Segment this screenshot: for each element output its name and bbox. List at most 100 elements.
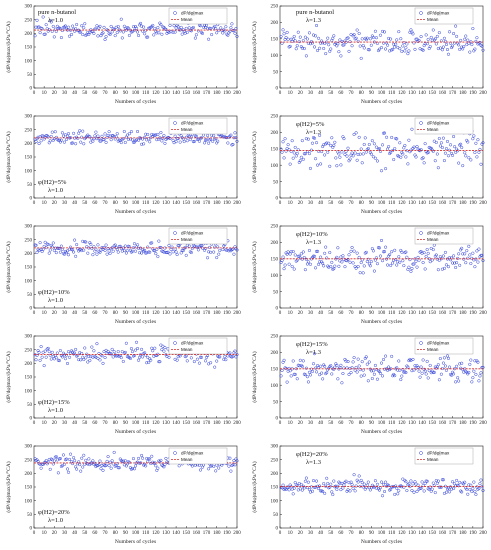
- x-tick-label: 60: [92, 91, 98, 96]
- data-point: [347, 49, 351, 53]
- x-tick-label: 130: [162, 421, 170, 426]
- x-tick-label: 140: [418, 311, 426, 316]
- data-point: [342, 483, 346, 487]
- x-tick-label: 40: [72, 311, 78, 316]
- data-point: [133, 249, 138, 253]
- data-point: [154, 252, 158, 256]
- data-point: [121, 137, 125, 141]
- data-point: [331, 492, 335, 497]
- data-point: [379, 238, 384, 243]
- data-point: [467, 244, 471, 248]
- x-tick-label: 100: [378, 201, 386, 206]
- x-tick-label: 80: [113, 201, 119, 206]
- x-tick-label: 90: [369, 531, 375, 536]
- data-point: [353, 265, 357, 269]
- data-point: [426, 150, 430, 155]
- x-tick-label: 160: [193, 531, 201, 536]
- y-tick-label: 0: [276, 87, 279, 92]
- data-point: [448, 143, 453, 147]
- data-point: [452, 254, 456, 258]
- data-point: [382, 131, 387, 135]
- data-point: [451, 370, 455, 374]
- x-tick-label: 30: [62, 311, 68, 316]
- data-point: [457, 252, 461, 256]
- data-point: [347, 253, 351, 257]
- data-point: [361, 485, 365, 489]
- data-point: [379, 480, 384, 484]
- data-point: [218, 248, 222, 253]
- data-point: [310, 369, 315, 373]
- data-point: [394, 258, 398, 262]
- data-point: [154, 464, 158, 468]
- data-point: [343, 152, 347, 156]
- y-tick-label: 200: [25, 472, 33, 477]
- data-point: [444, 147, 449, 151]
- data-point: [378, 33, 383, 37]
- data-point: [34, 358, 38, 362]
- data-point: [232, 29, 236, 33]
- data-point: [81, 129, 85, 133]
- data-point: [410, 267, 414, 271]
- data-point: [303, 479, 307, 483]
- x-tick-label: 70: [103, 531, 109, 536]
- data-point: [306, 260, 310, 264]
- data-point: [188, 138, 192, 142]
- data-point: [338, 38, 342, 42]
- data-point: [83, 22, 87, 26]
- data-point: [295, 484, 299, 488]
- x-tick-label: 70: [103, 201, 109, 206]
- y-axis-label: (dP/dφ)max/(kPa/°CA): [251, 351, 258, 402]
- data-point: [318, 260, 322, 264]
- legend-box: [168, 227, 228, 245]
- data-point: [386, 43, 390, 47]
- y-tick-label: 50: [273, 70, 279, 75]
- data-point: [395, 486, 399, 490]
- data-point: [187, 26, 191, 30]
- legend-entry-points: dP/dφ|max: [181, 11, 204, 16]
- data-point: [227, 31, 231, 35]
- data-point: [466, 140, 470, 144]
- data-point: [213, 245, 217, 249]
- data-point: [421, 484, 425, 488]
- data-point: [230, 22, 234, 26]
- data-point: [303, 373, 307, 377]
- data-point: [77, 358, 81, 362]
- data-point: [172, 24, 176, 28]
- scatter-chart-1: 0 10 20 30 40 50 60 70 80 90 100 110 120 130 140 150 160…: [5, 5, 241, 105]
- x-tick-label: 150: [429, 311, 437, 316]
- data-point: [445, 487, 450, 491]
- data-point: [56, 246, 60, 250]
- legend-entry-mean: Mean: [427, 457, 439, 462]
- x-tick-label: 30: [62, 201, 68, 206]
- data-point: [460, 145, 464, 150]
- data-point: [157, 360, 161, 364]
- data-point: [83, 346, 87, 350]
- data-point: [477, 247, 481, 251]
- data-point: [460, 361, 464, 365]
- data-point: [399, 155, 403, 159]
- x-tick-label: 170: [449, 531, 457, 536]
- x-tick-label: 80: [113, 531, 119, 536]
- data-point: [37, 248, 41, 252]
- data-point: [378, 371, 383, 375]
- data-point: [156, 254, 160, 259]
- data-point: [314, 249, 319, 253]
- y-tick-label: 50: [273, 513, 279, 518]
- data-point: [474, 39, 478, 43]
- scatter-chart-6: 0 10 20 30 40 50 60 70 80 90 100 110 120 130 140 150 160…: [251, 225, 487, 325]
- data-point: [439, 141, 443, 145]
- data-point: [133, 348, 138, 352]
- data-point: [440, 478, 444, 482]
- data-point: [431, 481, 435, 485]
- data-point: [343, 357, 347, 361]
- x-tick-label: 30: [62, 421, 68, 426]
- x-tick-label: 170: [449, 201, 457, 206]
- data-point: [194, 134, 198, 138]
- data-point: [146, 132, 150, 137]
- data-point: [62, 140, 66, 144]
- data-point: [84, 240, 88, 244]
- data-point: [307, 248, 311, 253]
- data-point: [404, 155, 408, 159]
- data-point: [426, 376, 430, 380]
